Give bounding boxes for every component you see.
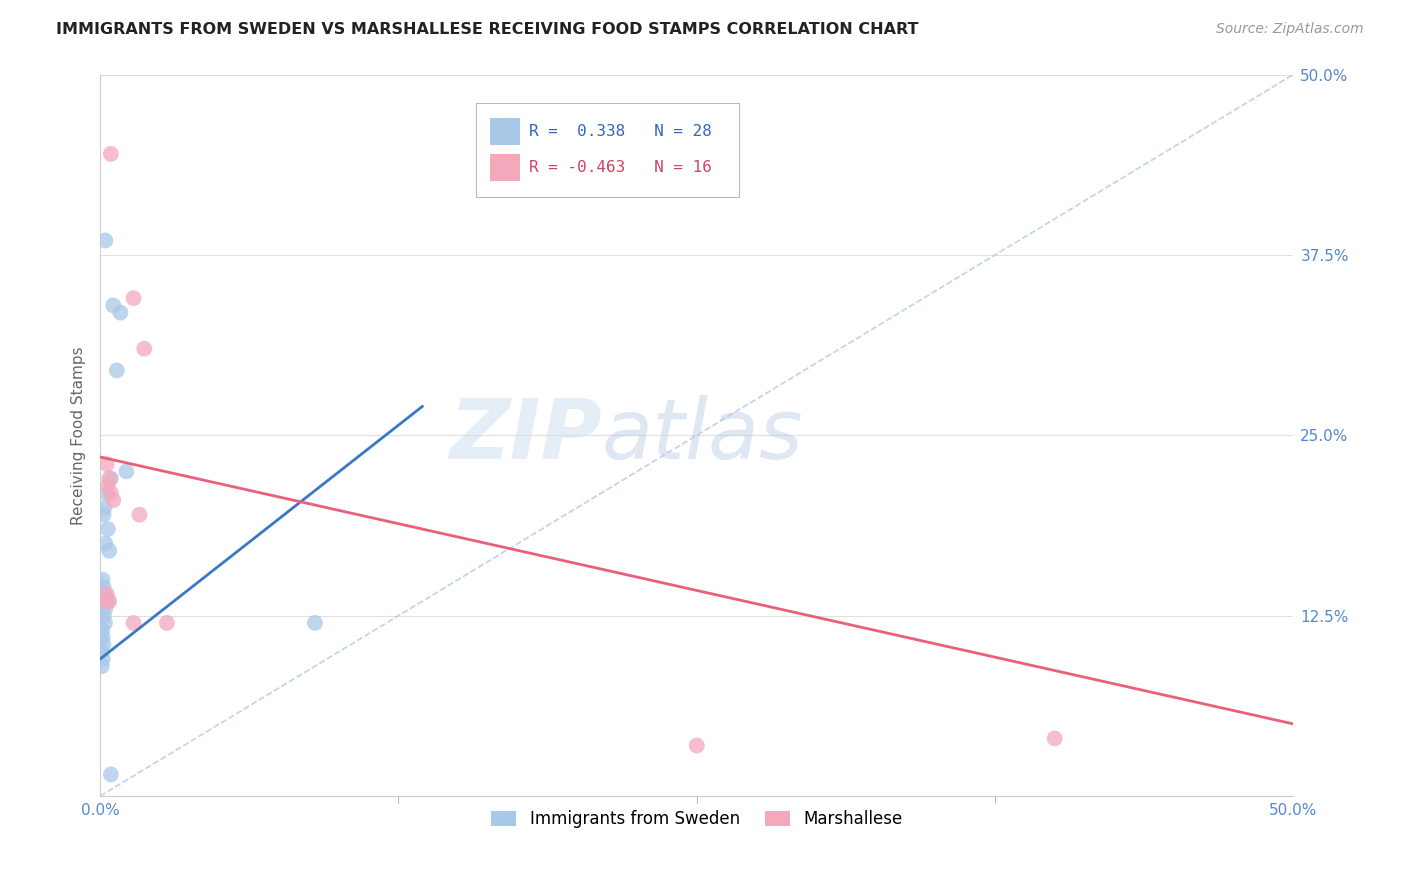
Text: ZIP: ZIP (449, 395, 602, 475)
Point (96, 486, 118, 500)
Point (97, 479, 120, 493)
FancyBboxPatch shape (491, 154, 520, 181)
Point (94, 601, 117, 615)
Point (90, 645, 112, 659)
Point (100, 767, 122, 781)
Point (97, 522, 120, 536)
Text: R = -0.463   N = 16: R = -0.463 N = 16 (529, 160, 711, 175)
Point (686, 739, 709, 753)
Point (97, 594, 120, 608)
Point (94, 615, 117, 630)
Point (105, 363, 128, 377)
Point (115, 464, 138, 478)
Point (100, 147, 122, 161)
Legend: Immigrants from Sweden, Marshallese: Immigrants from Sweden, Marshallese (485, 804, 908, 835)
Point (93, 638, 115, 652)
Point (91, 631, 114, 645)
Point (100, 472, 122, 486)
Point (93, 508, 115, 522)
Point (103, 298, 125, 312)
Point (98, 543, 121, 558)
Point (156, 615, 179, 630)
Text: atlas: atlas (602, 395, 803, 475)
Point (1043, 731, 1066, 746)
Point (134, 342, 156, 356)
Point (94, 536, 117, 550)
Point (93, 580, 115, 594)
Point (91, 652, 114, 666)
Point (91, 573, 114, 587)
FancyBboxPatch shape (491, 118, 520, 145)
Point (110, 305, 132, 319)
Point (103, 493, 125, 508)
Text: Source: ZipAtlas.com: Source: ZipAtlas.com (1216, 22, 1364, 37)
Point (96, 594, 118, 608)
Point (93, 608, 115, 623)
Text: R =  0.338   N = 28: R = 0.338 N = 28 (529, 124, 711, 139)
Point (93, 500, 115, 515)
Point (304, 615, 326, 630)
Point (94, 234, 117, 248)
Text: IMMIGRANTS FROM SWEDEN VS MARSHALLESE RECEIVING FOOD STAMPS CORRELATION CHART: IMMIGRANTS FROM SWEDEN VS MARSHALLESE RE… (56, 22, 918, 37)
Point (96, 457, 118, 471)
Point (122, 291, 145, 305)
Point (90, 659, 112, 673)
Point (122, 615, 145, 630)
Point (94, 594, 117, 608)
Point (93, 587, 115, 601)
Point (98, 594, 121, 608)
Point (91, 623, 114, 637)
Y-axis label: Receiving Food Stamps: Receiving Food Stamps (72, 346, 86, 524)
Point (98, 472, 121, 486)
Point (96, 587, 118, 601)
Point (100, 486, 122, 500)
Point (128, 508, 150, 522)
